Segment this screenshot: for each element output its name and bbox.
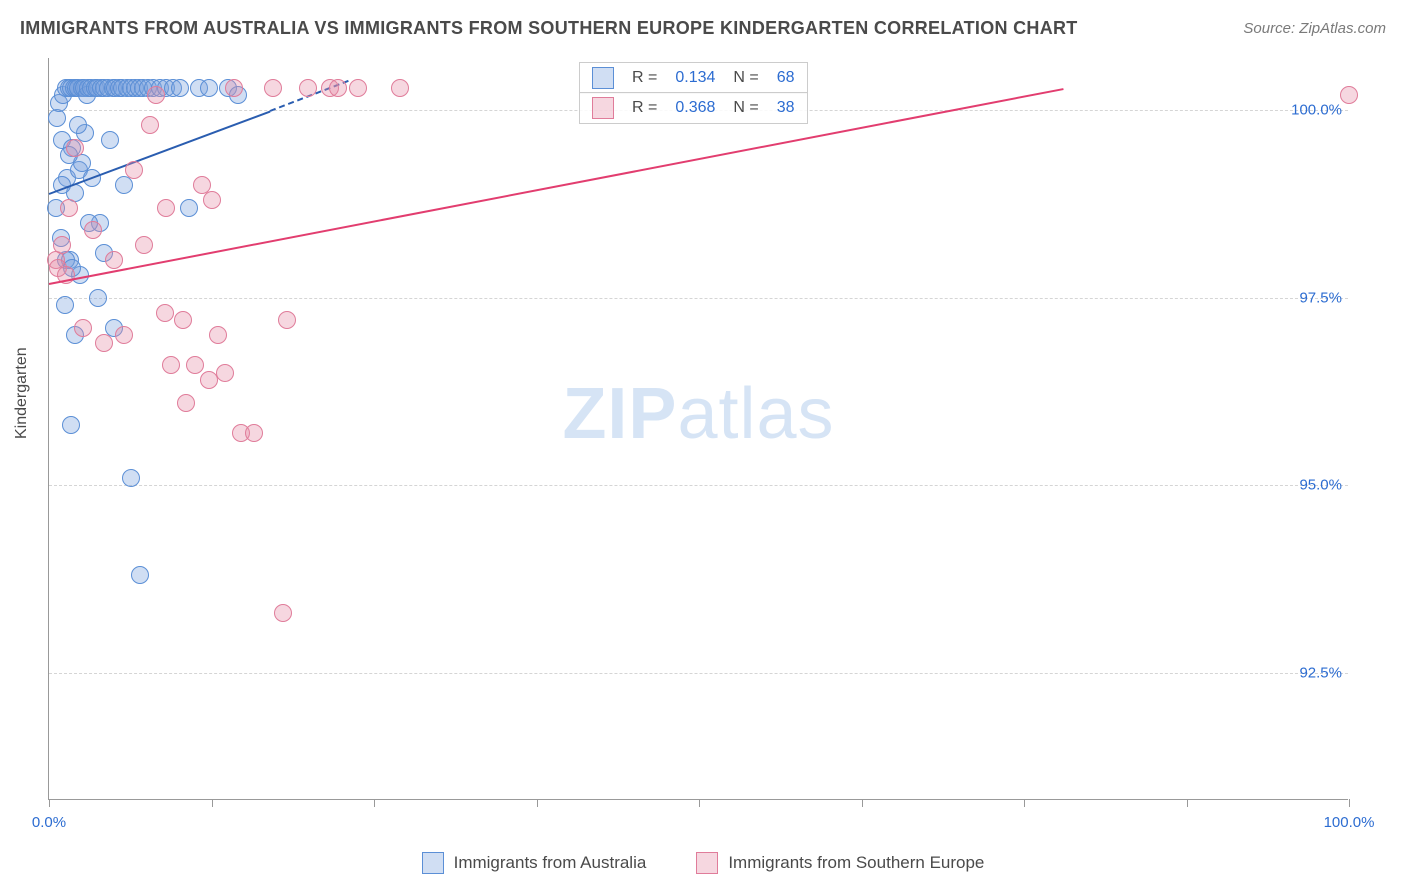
- data-point: [122, 469, 140, 487]
- data-point: [66, 139, 84, 157]
- stat-n-label: N =: [733, 69, 758, 87]
- x-tick: [212, 799, 213, 807]
- legend-label-southern-europe: Immigrants from Southern Europe: [728, 853, 984, 873]
- legend-label-australia: Immigrants from Australia: [454, 853, 647, 873]
- data-point: [115, 326, 133, 344]
- correlation-stat-box: R = 0.134 N = 68: [579, 62, 808, 94]
- legend-swatch-australia: [422, 852, 444, 874]
- x-tick-label: 100.0%: [1324, 814, 1375, 831]
- y-tick-label: 92.5%: [1299, 664, 1342, 681]
- chart-title: IMMIGRANTS FROM AUSTRALIA VS IMMIGRANTS …: [20, 18, 1078, 39]
- data-point: [203, 191, 221, 209]
- data-point: [157, 199, 175, 217]
- x-tick: [1187, 799, 1188, 807]
- watermark-bold: ZIP: [562, 374, 677, 454]
- data-point: [60, 199, 78, 217]
- data-point: [177, 394, 195, 412]
- data-point: [69, 116, 87, 134]
- y-tick-label: 97.5%: [1299, 289, 1342, 306]
- y-tick-label: 100.0%: [1291, 102, 1342, 119]
- data-point: [84, 221, 102, 239]
- x-tick: [374, 799, 375, 807]
- gridline: [49, 298, 1348, 299]
- legend-swatch-southern-europe: [696, 852, 718, 874]
- data-point: [180, 199, 198, 217]
- x-tick: [1349, 799, 1350, 807]
- watermark-rest: atlas: [677, 374, 834, 454]
- stat-swatch: [592, 97, 614, 119]
- data-point: [101, 131, 119, 149]
- data-point: [1340, 86, 1358, 104]
- source-label: Source:: [1243, 20, 1299, 37]
- data-point: [274, 604, 292, 622]
- data-point: [74, 319, 92, 337]
- x-tick-label: 0.0%: [32, 814, 66, 831]
- stat-r-label: R =: [632, 69, 657, 87]
- data-point: [147, 86, 165, 104]
- data-point: [245, 424, 263, 442]
- watermark: ZIPatlas: [562, 373, 834, 455]
- stat-r-label: R =: [632, 99, 657, 117]
- source-value: ZipAtlas.com: [1299, 20, 1386, 37]
- data-point: [171, 79, 189, 97]
- source-citation: Source: ZipAtlas.com: [1243, 20, 1386, 37]
- scatter-plot-area: ZIPatlas 92.5%95.0%97.5%100.0%0.0%100.0%…: [48, 58, 1348, 800]
- stat-n-value: 68: [777, 69, 795, 87]
- stat-n-value: 38: [777, 99, 795, 117]
- stat-n-label: N =: [733, 99, 758, 117]
- data-point: [125, 161, 143, 179]
- title-bar: IMMIGRANTS FROM AUSTRALIA VS IMMIGRANTS …: [20, 18, 1386, 39]
- correlation-stat-box: R = 0.368 N = 38: [579, 92, 808, 124]
- data-point: [62, 416, 80, 434]
- x-tick: [537, 799, 538, 807]
- gridline: [49, 485, 1348, 486]
- data-point: [95, 334, 113, 352]
- data-point: [278, 311, 296, 329]
- stat-swatch: [592, 67, 614, 89]
- data-point: [156, 304, 174, 322]
- data-point: [193, 176, 211, 194]
- x-tick: [1024, 799, 1025, 807]
- y-tick-label: 95.0%: [1299, 477, 1342, 494]
- legend-item-australia: Immigrants from Australia: [422, 852, 647, 874]
- bottom-legend: Immigrants from Australia Immigrants fro…: [0, 852, 1406, 874]
- data-point: [349, 79, 367, 97]
- data-point: [141, 116, 159, 134]
- data-point: [89, 289, 107, 307]
- data-point: [264, 79, 282, 97]
- x-tick: [862, 799, 863, 807]
- stat-r-value: 0.134: [675, 69, 715, 87]
- data-point: [174, 311, 192, 329]
- x-tick: [49, 799, 50, 807]
- gridline: [49, 673, 1348, 674]
- x-tick: [699, 799, 700, 807]
- data-point: [200, 79, 218, 97]
- y-axis-label: Kindergarten: [13, 347, 31, 439]
- data-point: [329, 79, 347, 97]
- data-point: [225, 79, 243, 97]
- data-point: [209, 326, 227, 344]
- data-point: [56, 296, 74, 314]
- data-point: [391, 79, 409, 97]
- stat-r-value: 0.368: [675, 99, 715, 117]
- data-point: [105, 251, 123, 269]
- legend-item-southern-europe: Immigrants from Southern Europe: [696, 852, 984, 874]
- data-point: [186, 356, 204, 374]
- data-point: [53, 236, 71, 254]
- data-point: [299, 79, 317, 97]
- data-point: [131, 566, 149, 584]
- data-point: [135, 236, 153, 254]
- data-point: [216, 364, 234, 382]
- data-point: [162, 356, 180, 374]
